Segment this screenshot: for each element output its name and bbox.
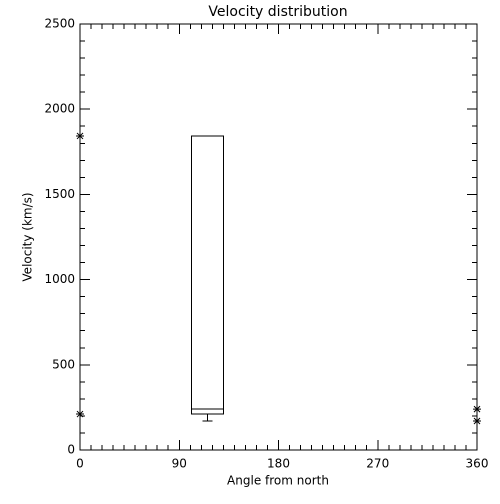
y-tick-label: 0 xyxy=(67,443,75,457)
y-tick-label: 1500 xyxy=(44,187,75,201)
x-axis-label: Angle from north xyxy=(227,474,329,488)
asterisk-point xyxy=(473,405,481,414)
box xyxy=(190,135,224,415)
plot-frame xyxy=(79,23,478,451)
x-tick-label: 270 xyxy=(366,457,389,471)
chart-title: Velocity distribution xyxy=(208,4,347,20)
x-tick-label: 360 xyxy=(466,457,489,471)
asterisk-point xyxy=(473,417,481,426)
asterisk-point xyxy=(76,131,84,140)
asterisk-point xyxy=(76,410,84,419)
x-tick-label: 180 xyxy=(267,457,290,471)
y-tick-label: 1000 xyxy=(44,272,75,286)
y-tick-label: 500 xyxy=(52,357,75,371)
y-tick-label: 2000 xyxy=(44,102,75,116)
y-axis-label: Velocity (km/s) xyxy=(21,192,35,281)
x-tick-label: 0 xyxy=(76,457,84,471)
y-tick-label: 2500 xyxy=(44,17,75,31)
x-tick-label: 90 xyxy=(172,457,187,471)
